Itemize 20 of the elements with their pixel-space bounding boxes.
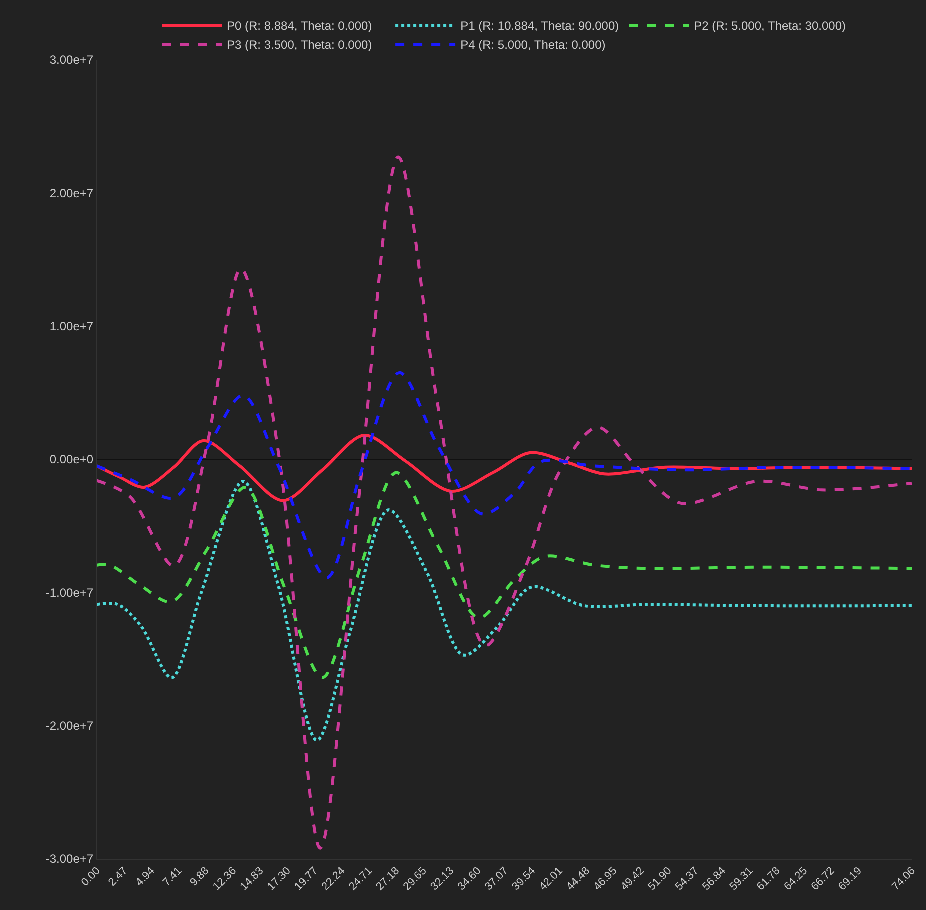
y-tick-label: 0.00e+0 [50,452,94,467]
legend-label: P2 (R: 5.000, Theta: 30.000) [694,19,846,34]
y-tick-label: 3.00e+7 [50,53,94,68]
x-tick-label: 4.94 [134,865,158,889]
x-tick-label: 0.00 [79,865,104,889]
line-series [97,156,912,850]
line-series [97,480,912,742]
y-tick-label: -3.00e+7 [46,852,94,866]
x-tick-label: 7.41 [160,865,185,889]
y-tick-label: 1.00e+7 [50,320,94,334]
legend-label: P1 (R: 10.884, Theta: 90.000) [460,19,620,34]
y-tick-label: 2.00e+7 [50,186,94,200]
y-tick-label: -2.00e+7 [46,719,94,734]
line-series [97,371,912,580]
legend-label: P3 (R: 3.500, Theta: 0.000) [227,38,372,52]
y-tick-label: -1.00e+7 [46,586,94,600]
legend-label: P0 (R: 8.884, Theta: 0.000) [227,19,372,34]
x-tick-label: 9.88 [188,865,212,889]
line-series [97,471,912,680]
legend-label: P4 (R: 5.000, Theta: 0.000) [460,38,606,52]
